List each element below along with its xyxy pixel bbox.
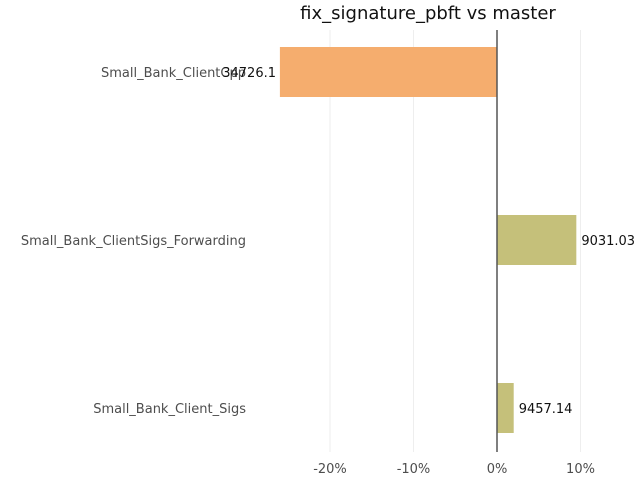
chart-title: fix_signature_pbft vs master [300,3,556,24]
x-tick-label: -20% [313,462,347,477]
data-label: 9457.14 [519,402,573,417]
x-tick-label: 10% [566,462,595,477]
data-label: 9031.03 [581,234,635,249]
bars [279,47,577,433]
x-tick-labels: -20% -10% 0% 10% [313,462,595,477]
bar [497,383,514,433]
category-labels: Small_Bank_ClientCpp Small_Bank_ClientSig… [21,66,246,417]
x-tick-label: 0% [487,462,508,477]
grid-lines [329,30,581,452]
bar [279,47,497,97]
category-label: Small_Bank_ClientSigs_Forwarding [21,234,246,249]
category-label: Small_Bank_Client_Sigs [93,402,246,417]
bar [497,215,577,265]
category-label: Small_Bank_ClientCpp [101,66,246,81]
data-labels: 34726.1 9031.03 9457.14 [222,66,635,417]
x-tick-label: -10% [397,462,431,477]
data-label: 34726.1 [222,66,276,81]
